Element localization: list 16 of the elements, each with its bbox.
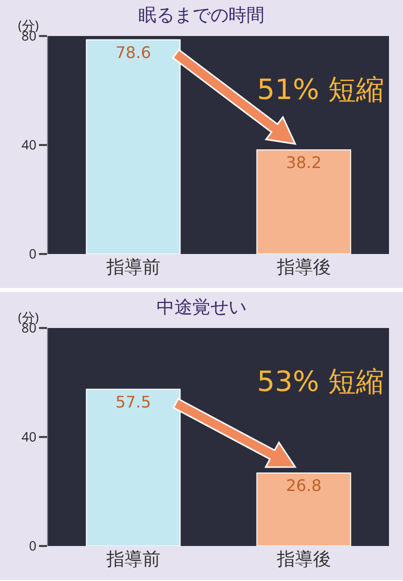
x-tick-label: 指導前 <box>105 255 160 279</box>
data-label: 26.8 <box>286 476 322 495</box>
chart-title: 中途覚せい <box>156 295 246 320</box>
y-tick-label: 0 <box>28 244 36 263</box>
annotation: 53% 短縮 <box>257 365 384 398</box>
x-tick-label: 指導後 <box>276 255 331 279</box>
data-label: 57.5 <box>115 392 152 412</box>
chart-title: 眠るまでの時間 <box>138 3 264 28</box>
y-tick-label: 40 <box>22 428 36 446</box>
data-label: 78.6 <box>115 42 152 62</box>
x-tick-label: 指導前 <box>105 547 160 571</box>
y-tick-label: 0 <box>28 536 36 555</box>
y-tick-label: 40 <box>22 136 36 154</box>
annotation: 51% 短縮 <box>257 73 384 106</box>
x-tick-label: 指導後 <box>276 547 331 571</box>
data-label: 38.2 <box>286 152 322 172</box>
